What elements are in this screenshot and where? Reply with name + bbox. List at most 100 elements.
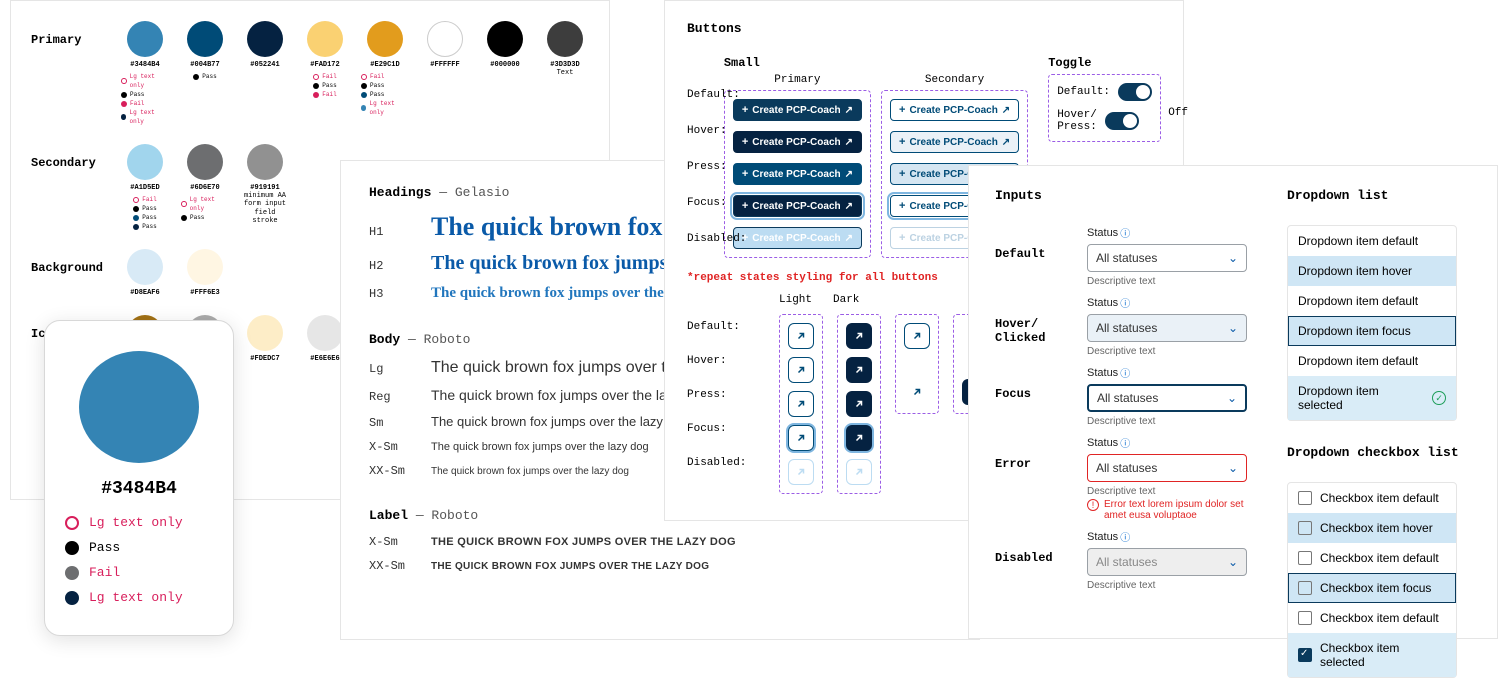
icon-button[interactable] [846, 459, 872, 485]
checkbox-icon[interactable] [1298, 551, 1312, 565]
checkbox-icon[interactable] [1298, 611, 1312, 625]
color-swatch[interactable]: #3484B4Lg text onlyPassFailLg text only [121, 21, 169, 126]
plus-icon: + [899, 168, 905, 180]
type-key: XX-Sm [369, 559, 431, 573]
dropdown-item[interactable]: Dropdown item hover [1288, 256, 1456, 286]
checkbox-icon[interactable] [1298, 648, 1312, 662]
toggle-switch[interactable] [1105, 112, 1139, 130]
color-swatch[interactable]: #3D3D3DText [541, 21, 589, 126]
info-icon[interactable]: ⓘ [1120, 365, 1130, 380]
color-swatch[interactable]: #A1D5EDFailPassPassPass [121, 144, 169, 231]
chevron-down-icon: ⌄ [1228, 461, 1238, 475]
status-select[interactable]: All statuses⌄ [1087, 314, 1247, 342]
chevron-down-icon: ⌄ [1228, 251, 1238, 265]
type-key: XX-Sm [369, 464, 431, 478]
type-key: H2 [369, 259, 431, 273]
icon-button[interactable] [846, 323, 872, 349]
palette-group-label: Background [31, 249, 121, 275]
icon-button[interactable] [788, 323, 814, 349]
type-key: Lg [369, 362, 431, 376]
dropdown-item[interactable]: Dropdown item selected✓ [1288, 376, 1456, 420]
icon-variant-label: Dark [833, 294, 859, 306]
icon-button[interactable] [788, 357, 814, 383]
button-variant-label: Secondary [881, 74, 1028, 86]
checkbox-item[interactable]: Checkbox item hover [1288, 513, 1456, 543]
dropdown-item[interactable]: Dropdown item default [1288, 286, 1456, 316]
type-section-title: Headings [369, 185, 431, 200]
button-state-label: Press: [687, 161, 757, 187]
checkbox-item[interactable]: Checkbox item default [1288, 603, 1456, 633]
button-size-label: Small [724, 56, 1028, 70]
contrast-legend-row: Pass [65, 540, 213, 555]
button-label: Create PCP-Coach [752, 201, 840, 212]
checkbox-list: Checkbox item defaultCheckbox item hover… [1287, 482, 1457, 678]
checkbox-item[interactable]: Checkbox item default [1288, 483, 1456, 513]
field-label: Statusⓘ [1087, 435, 1247, 450]
color-swatch[interactable]: #D8EAF6 [121, 249, 169, 297]
demo-button[interactable]: +Create PCP-Coach↗ [890, 131, 1019, 153]
color-swatch[interactable]: #000000 [481, 21, 529, 126]
dropdown-item[interactable]: Dropdown item default [1288, 346, 1456, 376]
field-label: Statusⓘ [1087, 295, 1247, 310]
status-select[interactable]: All statuses⌄ [1087, 244, 1247, 272]
dropdown-list: Dropdown item defaultDropdown item hover… [1287, 225, 1457, 421]
info-icon[interactable]: ⓘ [1120, 295, 1130, 310]
button-state-label: Default: [687, 89, 757, 115]
toggle-switch[interactable] [1118, 83, 1152, 101]
chevron-down-icon: ⌄ [1228, 321, 1238, 335]
type-key: X-Sm [369, 440, 431, 454]
field-description: Descriptive text [1087, 580, 1247, 591]
color-swatch[interactable]: #052241 [241, 21, 289, 126]
color-swatch[interactable]: #6D6E70Lg text onlyPass [181, 144, 229, 231]
type-key: H3 [369, 287, 431, 301]
icon-button[interactable] [788, 459, 814, 485]
checkbox-icon[interactable] [1298, 581, 1312, 595]
check-icon: ✓ [1432, 391, 1446, 405]
demo-button[interactable]: +Create PCP-Coach↗ [890, 99, 1019, 121]
type-sample: THE QUICK BROWN FOX JUMPS OVER THE LAZY … [431, 561, 709, 572]
info-icon[interactable]: ⓘ [1120, 529, 1130, 544]
status-select[interactable]: All statuses⌄ [1087, 384, 1247, 412]
color-swatch[interactable]: #FAD172FailPassFail [301, 21, 349, 126]
swatch-card: #3484B4Lg text onlyPassFailLg text only [44, 320, 234, 636]
checkbox-list-title: Dropdown checkbox list [1287, 445, 1459, 460]
iconbtn-state-label: Focus: [687, 416, 765, 442]
icon-button[interactable] [904, 379, 930, 405]
icon-button[interactable] [788, 391, 814, 417]
icon-button[interactable] [846, 425, 872, 451]
icon-button[interactable] [788, 425, 814, 451]
info-icon[interactable]: ⓘ [1120, 225, 1130, 240]
icon-button[interactable] [846, 357, 872, 383]
status-select[interactable]: All statuses⌄ [1087, 454, 1247, 482]
type-sample: The quick brown fox jumps over the lazy … [431, 441, 649, 453]
toggle-section-label: Toggle [1048, 56, 1161, 70]
color-swatch[interactable]: #004B77Pass [181, 21, 229, 126]
icon-button[interactable] [846, 391, 872, 417]
card-hex-label: #3484B4 [101, 479, 177, 499]
button-state-label: Focus: [687, 197, 757, 223]
color-swatch[interactable]: #FFF6E3 [181, 249, 229, 297]
color-swatch[interactable]: #FFFFFF [421, 21, 469, 126]
buttons-title: Buttons [687, 21, 1161, 36]
checkbox-icon[interactable] [1298, 521, 1312, 535]
chevron-down-icon: ⌄ [1228, 555, 1238, 569]
iconbtn-state-label: Disabled: [687, 450, 765, 476]
color-swatch[interactable]: #E29C1DFailPassPassLg text only [361, 21, 409, 126]
checkbox-item[interactable]: Checkbox item focus [1288, 573, 1456, 603]
input-state-label: Disabled [995, 529, 1087, 565]
info-icon[interactable]: ⓘ [1120, 435, 1130, 450]
checkbox-icon[interactable] [1298, 491, 1312, 505]
icon-button[interactable] [904, 323, 930, 349]
palette-group-label: Secondary [31, 144, 121, 170]
toggle-off-label: Off [1168, 107, 1188, 119]
dropdown-item[interactable]: Dropdown item default [1288, 226, 1456, 256]
plus-icon: + [899, 104, 905, 116]
color-swatch[interactable]: #FDEDC7 [241, 315, 289, 388]
arrow-icon: ↗ [1002, 137, 1010, 148]
checkbox-item[interactable]: Checkbox item default [1288, 543, 1456, 573]
color-swatch[interactable]: #919191minimum AA form input field strok… [241, 144, 289, 231]
dropdown-item[interactable]: Dropdown item focus [1288, 316, 1456, 346]
plus-icon: + [899, 232, 905, 244]
button-variant-label: Primary [724, 74, 871, 86]
type-sample: The quick brown fox jumps over the lazy … [431, 466, 629, 477]
